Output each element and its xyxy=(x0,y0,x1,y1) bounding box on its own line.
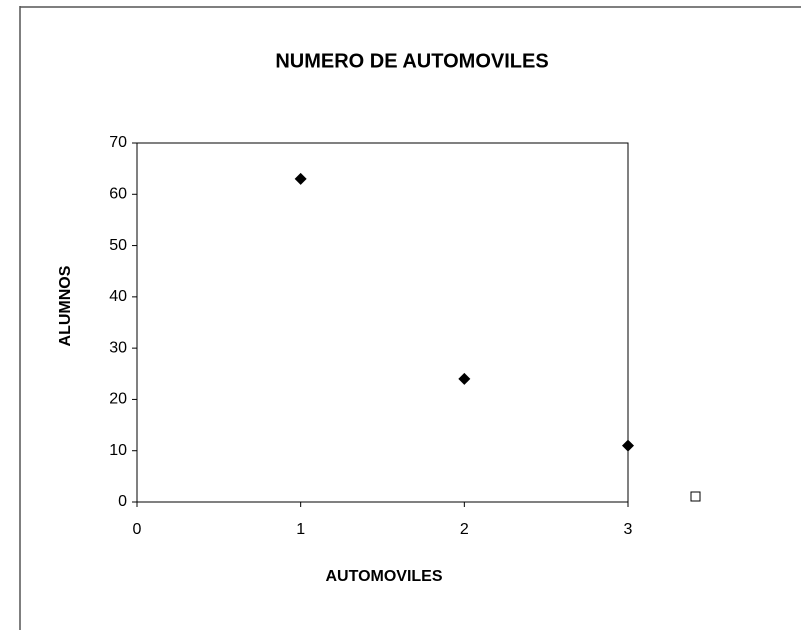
data-point xyxy=(458,372,471,385)
chart-title: NUMERO DE AUTOMOVILES xyxy=(275,50,548,72)
data-point xyxy=(622,439,634,452)
y-axis-label: ALUMNOS xyxy=(57,265,74,346)
y-tick-label: 10 xyxy=(109,442,127,459)
legend-box xyxy=(690,491,701,502)
x-tick-label: 3 xyxy=(624,521,633,538)
x-axis-label: AUTOMOVILES xyxy=(325,568,442,585)
y-tick-label: 70 xyxy=(109,134,127,151)
y-tick-label: 0 xyxy=(118,493,127,510)
x-tick-label: 1 xyxy=(296,521,305,538)
y-tick-label: 30 xyxy=(109,339,127,356)
x-tick-label: 2 xyxy=(460,521,469,538)
y-tick-label: 50 xyxy=(109,237,127,254)
y-tick-label: 60 xyxy=(109,186,127,203)
x-tick-label: 0 xyxy=(133,521,142,538)
y-tick-label: 40 xyxy=(109,288,127,305)
plot-frame xyxy=(136,142,629,503)
y-tick-label: 20 xyxy=(109,391,127,408)
data-point xyxy=(294,172,307,185)
